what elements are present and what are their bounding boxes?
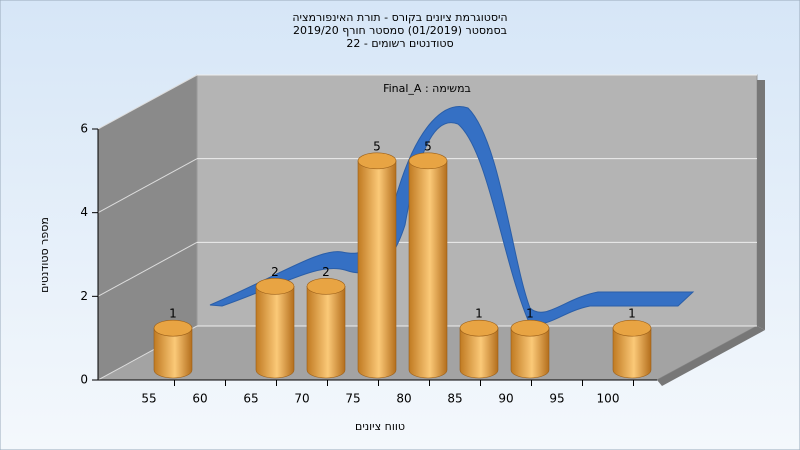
x-tick-label: 75 (345, 392, 360, 406)
chart-title: סטודנטים רשומים - 22 (346, 37, 453, 50)
value-label: 1 (475, 307, 483, 321)
y-axis-label: מספר סטודנטים (38, 217, 51, 293)
x-tick-label: 55 (141, 392, 156, 406)
x-tick-label: 65 (243, 392, 258, 406)
bar-body (612, 327, 652, 379)
x-axis-label: טווח ציונים (355, 420, 405, 433)
bar (153, 319, 193, 379)
bar (255, 278, 295, 379)
bar-body (153, 327, 193, 379)
bar (459, 319, 499, 379)
bar-top (510, 319, 550, 337)
bar (408, 152, 448, 379)
bar-body (408, 160, 448, 379)
grid-line (97, 74, 198, 130)
bar (612, 319, 652, 379)
bar-body (510, 327, 550, 379)
value-label: 2 (322, 265, 330, 279)
y-tick-label: 6 (80, 122, 88, 136)
bar-body (357, 160, 397, 379)
y-tick-label: 0 (80, 373, 88, 387)
chart-title: היסטוגרמת ציונים בקורס - תורת האינפורמצי… (292, 11, 507, 24)
value-label: 5 (424, 139, 432, 153)
x-tick-label: 70 (294, 392, 309, 406)
x-tick-label: 60 (192, 392, 207, 406)
x-tick-label: 80 (396, 392, 411, 406)
y-tick-label: 2 (80, 289, 88, 303)
floor-edge (657, 326, 765, 386)
bar (306, 278, 346, 379)
bar-top (255, 278, 295, 295)
annotation: Final_A : במשימה (383, 82, 471, 95)
value-label: 1 (526, 307, 534, 321)
value-label: 2 (271, 265, 279, 279)
bar-body (255, 286, 295, 379)
x-tick-label: 95 (549, 392, 564, 406)
bar-top (357, 152, 397, 170)
bar-top (306, 278, 346, 295)
value-label: 5 (373, 139, 381, 153)
grid-line (97, 241, 198, 297)
value-label: 1 (169, 307, 177, 321)
bar-top (612, 319, 652, 337)
value-label: 1 (628, 307, 636, 321)
chart-title: בסמסטר (01/2019) סמסטר חורף 2019/20 (293, 24, 507, 37)
x-tick-label: 90 (498, 392, 513, 406)
bar-body (306, 286, 346, 379)
grid-line (97, 158, 198, 214)
bar-body (459, 327, 499, 379)
x-tick-label: 100 (597, 392, 620, 406)
left-wall (98, 75, 197, 380)
wall-edge (757, 80, 765, 330)
bar-top (459, 319, 499, 337)
bar (510, 319, 550, 379)
bar (357, 152, 397, 379)
x-tick-label: 85 (447, 392, 462, 406)
bar-top (153, 319, 193, 337)
bar-top (408, 152, 448, 170)
y-tick-label: 4 (80, 205, 88, 219)
